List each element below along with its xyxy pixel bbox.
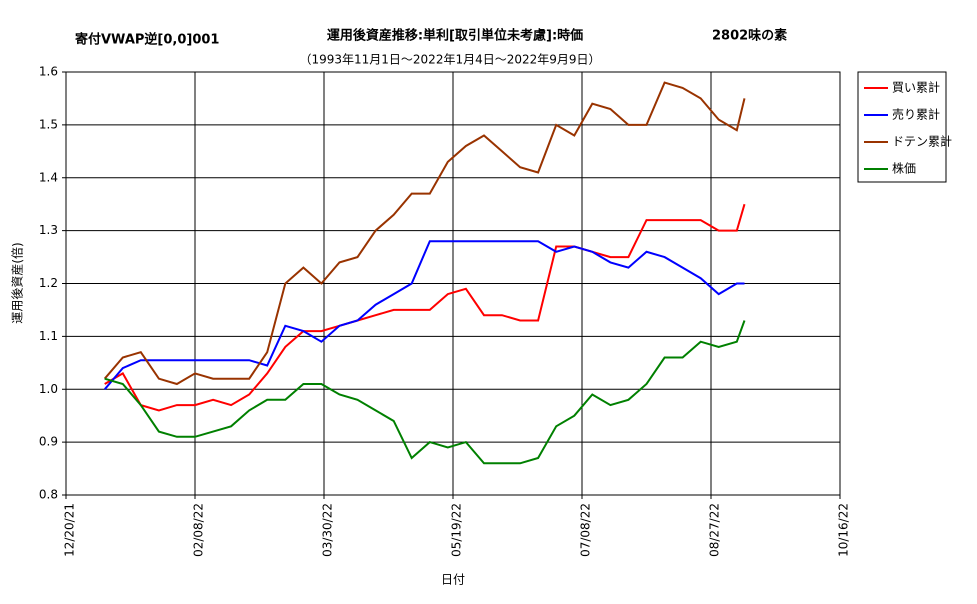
x-tick-label: 10/16/22 bbox=[837, 503, 851, 557]
y-tick-label: 1.3 bbox=[39, 223, 58, 237]
series-line bbox=[103, 81, 746, 386]
y-tick-label: 0.8 bbox=[39, 488, 58, 502]
chart-subtitle: （1993年11月1日～2022年1月4日～2022年9月9日） bbox=[299, 53, 600, 67]
y-tick-label: 1.6 bbox=[39, 65, 58, 79]
x-axis-title: 日付 bbox=[441, 573, 465, 587]
y-tick-label: 0.9 bbox=[39, 435, 58, 449]
y-tick-label: 1.2 bbox=[39, 276, 58, 290]
y-tick-label: 1.0 bbox=[39, 382, 58, 396]
series-line bbox=[104, 203, 746, 412]
series-line bbox=[103, 240, 745, 390]
x-tick-label: 08/27/22 bbox=[708, 503, 722, 557]
y-tick-label: 1.1 bbox=[39, 329, 58, 343]
x-tick-label: 05/19/22 bbox=[450, 503, 464, 557]
legend-box bbox=[857, 71, 947, 183]
setting-label: 寄付VWAP逆[0,0]001 bbox=[75, 32, 219, 48]
legend-label: 買い累計 bbox=[892, 80, 940, 95]
legend-label: 売り累計 bbox=[892, 107, 940, 122]
y-axis-title: 運用後資産(倍) bbox=[10, 242, 25, 323]
x-tick-label: 03/30/22 bbox=[321, 503, 335, 557]
chart-title: 運用後資産推移:単利[取引単位未考慮]:時価 bbox=[327, 28, 583, 44]
y-tick-label: 1.4 bbox=[39, 170, 58, 184]
legend-label: ドテン累計 bbox=[892, 134, 952, 149]
y-tick-label: 1.5 bbox=[39, 117, 58, 131]
x-tick-label: 02/08/22 bbox=[192, 503, 206, 557]
legend-label: 株価 bbox=[892, 161, 916, 176]
x-tick-label: 12/20/21 bbox=[63, 503, 77, 557]
stock-label: 2802味の素 bbox=[712, 28, 787, 44]
x-tick-label: 07/08/22 bbox=[579, 503, 593, 557]
series-line bbox=[104, 320, 746, 465]
